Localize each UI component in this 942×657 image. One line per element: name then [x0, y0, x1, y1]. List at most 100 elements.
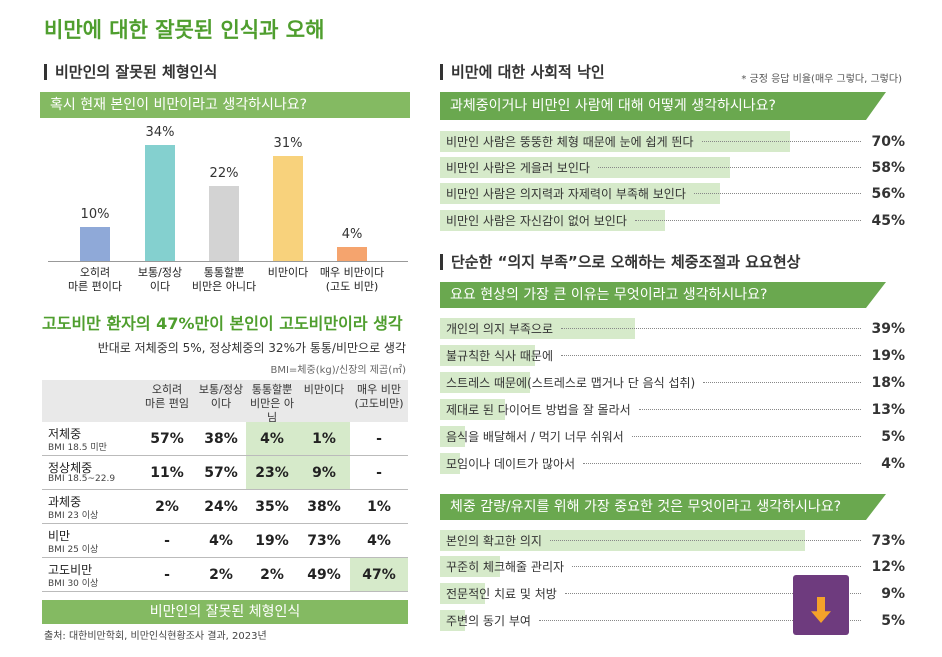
bar	[209, 186, 239, 261]
leader-line	[631, 436, 861, 437]
leader-line	[693, 193, 861, 194]
leader-line	[549, 540, 861, 541]
bar-row: 모임이나 데이트가 많아서 4%	[440, 453, 905, 474]
baseline	[48, 261, 408, 262]
category-label: 음식을 배달해서 / 먹기 너무 쉬워서	[446, 430, 624, 444]
table-cell: 4%	[260, 431, 284, 447]
bar	[145, 145, 175, 261]
table-cell: 47%	[362, 567, 396, 583]
icon	[793, 575, 849, 635]
question-banner: 과체중이거나 비만인 사람에 대해 어떻게 생각하시나요?	[440, 92, 886, 120]
category-label: 전문적인 치료 및 처방	[446, 587, 557, 601]
table-row	[42, 456, 408, 490]
category-label: 비만인 사람은 뚱뚱한 체형 때문에 눈에 쉽게 띈다	[446, 135, 694, 149]
table-cell: 49%	[307, 567, 341, 583]
bar	[337, 247, 367, 261]
table-row	[42, 422, 408, 456]
table-row	[42, 490, 408, 524]
category-label: 불규칙한 식사 때문에	[446, 349, 553, 363]
category-label: 개인의 의지 부족으로	[446, 322, 553, 336]
headline: 고도비만 환자의 47%만이 본인이 고도비만이라 생각	[42, 314, 403, 333]
category-label: 비만이다	[267, 266, 309, 279]
value-label: 58%	[871, 159, 905, 176]
bar-row: 비만인 사람은 게을러 보인다 58%	[440, 157, 905, 178]
bar	[440, 372, 530, 393]
bar	[440, 345, 535, 366]
table-cell: 73%	[307, 533, 341, 549]
footer-banner: 비만인의 잘못된 체형인식	[42, 600, 408, 624]
row-sublabel: BMI 23 이상	[48, 511, 99, 521]
value-label: 70%	[871, 133, 905, 150]
question-banner: 혹시 현재 본인이 비만이라고 생각하시나요?	[40, 92, 410, 118]
bar-row: 주변의 동기 부여 5%	[440, 610, 905, 631]
cell-highlight	[298, 456, 350, 489]
question-banner: 체중 감량/유지를 위해 가장 중요한 것은 무엇이라고 생각하시나요?	[440, 494, 886, 520]
value-label: 22%	[209, 166, 239, 182]
bar	[273, 155, 303, 261]
category-label: 비만인 사람은 자신감이 없어 보인다	[446, 214, 627, 228]
row-label: 저체중	[48, 427, 82, 441]
value-label: 39%	[871, 320, 905, 337]
icon-arrow	[811, 597, 831, 623]
bar	[440, 453, 460, 474]
bar-row: 꾸준히 체크해줄 관리자 12%	[440, 556, 905, 577]
row-sublabel: BMI 25 이상	[48, 545, 99, 555]
table-cell: 2%	[260, 567, 284, 583]
table-cell: 9%	[312, 465, 336, 481]
leader-line	[561, 355, 861, 356]
page-title: 비만에 대한 잘못된 인식과 오해	[44, 18, 325, 42]
bar-row: 본인의 확고한 의지 73%	[440, 530, 905, 551]
question-banner: 요요 현상의 가장 큰 이유는 무엇이라고 생각하시나요?	[440, 282, 886, 308]
value-label: 12%	[871, 558, 905, 575]
section-header: 비만에 대한 사회적 낙인	[440, 64, 605, 80]
category-label: 통통할뿐 비만은 아니다	[191, 266, 257, 293]
bar-row: 개인의 의지 부족으로 39%	[440, 318, 905, 339]
category-label: 오히려 마른 편이다	[67, 266, 123, 293]
bar-row: 스트레스 때문에(스트레스로 맵거나 단 음식 섭취) 18%	[440, 372, 905, 393]
table-cell: 57%	[150, 431, 184, 447]
value-label: 13%	[871, 401, 905, 418]
row-label: 비만	[48, 529, 71, 543]
value-label: 19%	[871, 347, 905, 364]
bmi-note: BMI=체중(kg)/신장의 제곱(㎡)	[270, 365, 406, 376]
category-label: 비만인 사람은 의지력과 자제력이 부족해 보인다	[446, 187, 686, 201]
table-cell: 23%	[255, 465, 289, 481]
source: 출처: 대한비만학회, 비만인식현황조사 결과, 2023년	[44, 631, 267, 642]
table-header: 비만이다	[303, 383, 345, 396]
leader-line	[561, 328, 861, 329]
row-sublabel: BMI 30 이상	[48, 579, 99, 589]
table-header-bg	[42, 380, 408, 422]
value-label: 34%	[145, 125, 175, 141]
bar-row: 전문적인 치료 및 처방 9%	[440, 583, 905, 604]
bar-row: 불규칙한 식사 때문에 19%	[440, 345, 905, 366]
table-cell: -	[164, 567, 170, 583]
category-label: 매우 비만이다 (고도 비만)	[319, 266, 385, 293]
table-header: 보통/정상 이다	[198, 383, 244, 410]
table-cell: 4%	[367, 533, 391, 549]
bar	[440, 610, 465, 631]
section-header: 비만인의 잘못된 체형인식	[44, 64, 217, 80]
category-label: 모임이나 데이트가 많아서	[446, 457, 576, 471]
bar	[440, 583, 485, 604]
table-cell: -	[376, 465, 382, 481]
table-cell: 24%	[204, 499, 238, 515]
leader-line	[572, 566, 861, 567]
bar-row: 비만인 사람은 의지력과 자제력이 부족해 보인다 56%	[440, 183, 905, 204]
category-label: 주변의 동기 부여	[446, 614, 531, 628]
category-label: 본인의 확고한 의지	[446, 534, 542, 548]
category-label: 비만인 사람은 게을러 보인다	[446, 161, 590, 175]
category-label: 꾸준히 체크해줄 관리자	[446, 560, 565, 574]
value-label: 45%	[871, 212, 905, 229]
value-label: 4%	[881, 455, 905, 472]
cell-highlight	[350, 558, 408, 591]
bar	[440, 183, 720, 204]
section-header: 단순한 “의지 부족”으로 오해하는 체중조절과 요요현상	[440, 254, 800, 270]
table-header: 매우 비만 (고도비만)	[354, 383, 404, 410]
leader-line	[564, 593, 861, 594]
subline: 반대로 저체중의 5%, 정상체중의 32%가 통통/비만으로 생각	[97, 341, 406, 355]
value-label: 5%	[881, 612, 905, 629]
table-row	[42, 558, 408, 592]
cell-highlight	[246, 422, 298, 455]
row-sublabel: BMI 18.5 미만	[48, 443, 107, 453]
